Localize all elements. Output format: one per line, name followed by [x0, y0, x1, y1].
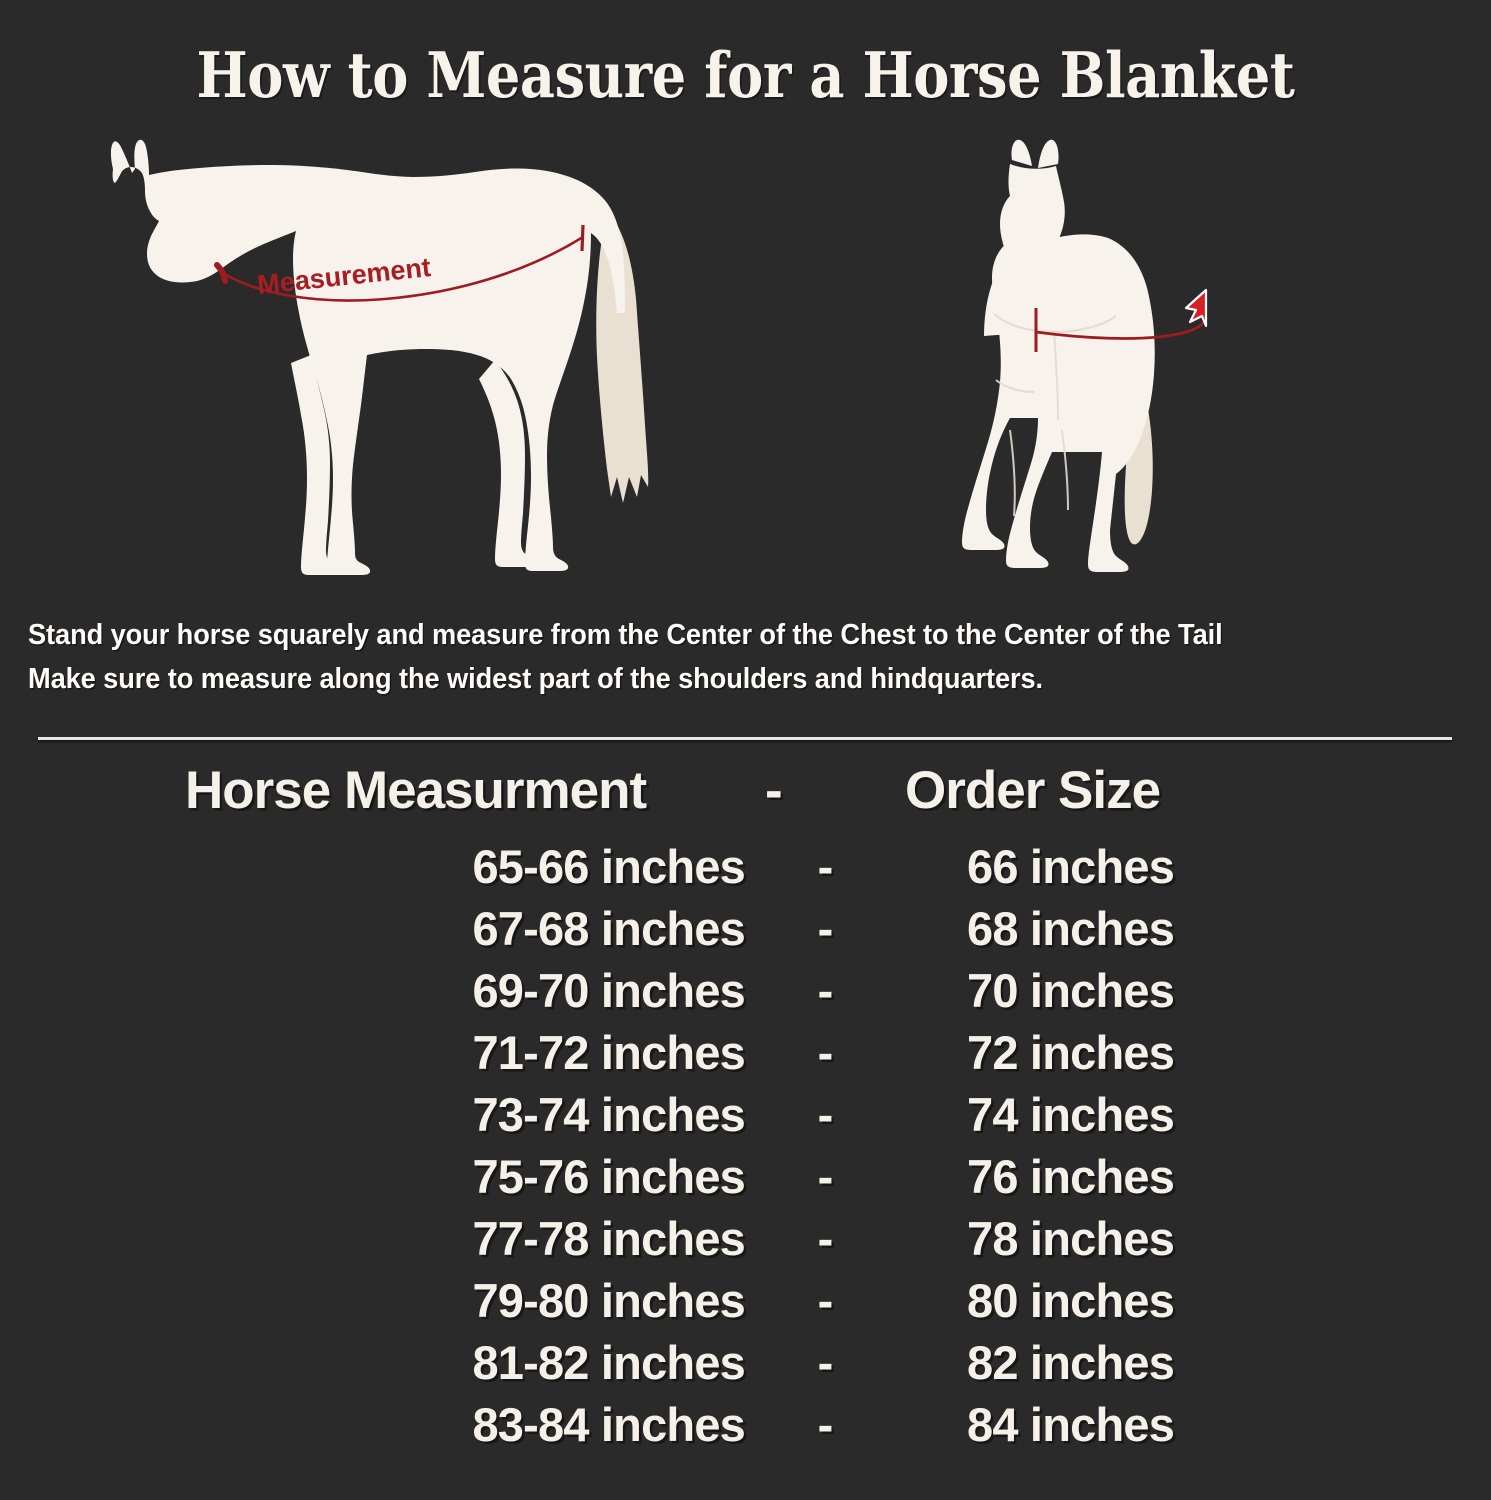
cell-measurement: 79-80 inches — [472, 1274, 745, 1327]
cell-dash: - — [817, 1212, 834, 1265]
table-row: 67-68 inches - 68 inches — [0, 898, 1491, 960]
section-divider — [38, 737, 1452, 740]
header-measurement: Horse Measurment — [185, 761, 647, 820]
table-row: 73-74 inches - 74 inches — [0, 1084, 1491, 1146]
cell-measurement: 77-78 inches — [472, 1212, 745, 1265]
measurement-line-side — [214, 224, 585, 302]
cell-order-size: 70 inches — [967, 964, 1175, 1017]
cell-order-size: 80 inches — [967, 1274, 1175, 1327]
cell-order-size: 76 inches — [967, 1150, 1175, 1203]
cell-dash: - — [817, 1398, 834, 1451]
table-header-row: Horse Measurment - Order Size — [0, 758, 1491, 824]
table-row: 79-80 inches - 80 inches — [0, 1270, 1491, 1332]
cell-dash: - — [817, 964, 834, 1017]
horse-body — [110, 139, 625, 575]
cell-measurement: 81-82 inches — [472, 1336, 745, 1389]
table-row: 65-66 inches - 66 inches — [0, 836, 1491, 898]
instructions-text: Stand your horse squarely and measure fr… — [28, 613, 1403, 701]
cell-measurement: 65-66 inches — [472, 840, 745, 893]
table-row: 75-76 inches - 76 inches — [0, 1146, 1491, 1208]
cell-dash: - — [817, 1088, 834, 1141]
table-row: 77-78 inches - 78 inches — [0, 1208, 1491, 1270]
cell-order-size: 66 inches — [967, 840, 1175, 893]
page-title: How to Measure for a Horse Blanket — [196, 38, 1295, 112]
table-row: 69-70 inches - 70 inches — [0, 960, 1491, 1022]
header-order-size: Order Size — [905, 761, 1161, 820]
cell-dash: - — [817, 1336, 834, 1389]
cell-order-size: 74 inches — [967, 1088, 1175, 1141]
instruction-line-2: Make sure to measure along the widest pa… — [28, 663, 1044, 695]
cell-measurement: 75-76 inches — [472, 1150, 745, 1203]
header-dash: - — [765, 761, 783, 820]
size-chart-table: Horse Measurment - Order Size 65-66 inch… — [0, 758, 1491, 1456]
cell-order-size: 68 inches — [967, 902, 1175, 955]
cell-order-size: 82 inches — [967, 1336, 1175, 1389]
measurement-arrow-rear — [1034, 288, 1208, 352]
cell-order-size: 78 inches — [967, 1212, 1175, 1265]
cell-dash: - — [817, 1026, 834, 1079]
table-row: 81-82 inches - 82 inches — [0, 1332, 1491, 1394]
cell-measurement: 73-74 inches — [472, 1088, 745, 1141]
cell-order-size: 84 inches — [967, 1398, 1175, 1451]
horse-tail — [596, 215, 649, 503]
cell-measurement: 69-70 inches — [472, 964, 745, 1017]
horse-rear-body — [962, 139, 1155, 572]
cell-dash: - — [817, 902, 834, 955]
instruction-line-1: Stand your horse squarely and measure fr… — [28, 619, 1223, 651]
cell-measurement: 71-72 inches — [472, 1026, 745, 1079]
cell-dash: - — [817, 840, 834, 893]
cell-dash: - — [817, 1274, 834, 1327]
cell-dash: - — [817, 1150, 834, 1203]
cell-order-size: 72 inches — [967, 1026, 1175, 1079]
table-row: 83-84 inches - 84 inches — [0, 1394, 1491, 1456]
horse-side-view-illustration: Measurement Measurement — [110, 139, 649, 575]
horse-diagram-area: Measurement Measurement — [0, 125, 1491, 600]
table-row: 71-72 inches - 72 inches — [0, 1022, 1491, 1084]
cell-measurement: 83-84 inches — [472, 1398, 745, 1451]
cell-measurement: 67-68 inches — [472, 902, 745, 955]
horse-rear-view-illustration — [962, 139, 1208, 572]
